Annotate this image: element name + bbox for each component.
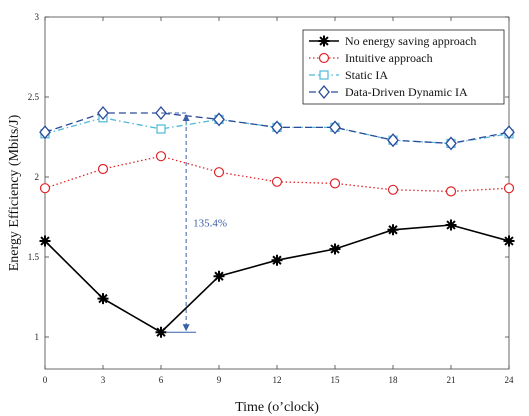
y-tick-label: 1: [35, 332, 40, 342]
data-point-star: [39, 235, 51, 247]
series-layer: [39, 105, 515, 338]
legend-item: No energy saving approach: [309, 34, 476, 48]
data-point-circle: [329, 178, 341, 189]
data-point-diamond: [329, 120, 341, 135]
data-point-diamond: [271, 120, 283, 135]
data-point-circle: [213, 167, 225, 178]
annotation-label: 135.4%: [193, 218, 227, 230]
x-tick-label: 6: [159, 375, 164, 385]
data-point-circle: [97, 163, 109, 175]
legend-swatch-marker: [318, 35, 330, 47]
legend-swatch-marker: [318, 84, 330, 100]
data-point-star: [445, 219, 457, 231]
data-point-square: [156, 124, 166, 134]
data-point-star: [271, 254, 283, 266]
data-point-star: [503, 235, 515, 247]
legend-swatch-marker: [318, 52, 330, 64]
data-point-diamond: [387, 133, 399, 148]
data-point-diamond: [445, 136, 457, 151]
x-tick-label: 18: [389, 375, 399, 385]
annotation-arrowhead-down: [182, 324, 190, 332]
legend-label: No energy saving approach: [345, 34, 476, 48]
data-point-circle: [271, 176, 283, 187]
series-diamond: [39, 105, 515, 151]
y-tick-label: 3: [35, 12, 40, 22]
data-point-circle: [39, 183, 51, 194]
data-point-circle: [445, 186, 457, 197]
x-tick-label: 15: [331, 375, 341, 385]
x-tick-label: 12: [273, 375, 282, 385]
y-axis-title: Energy Efficiency (Mbits/J): [7, 114, 22, 271]
series-line-circle: [44, 155, 510, 193]
y-tick-label: 2.5: [28, 92, 40, 102]
series-circle: [39, 151, 515, 197]
legend-item: Static IA: [309, 68, 388, 82]
data-point-diamond: [97, 105, 109, 121]
x-tick-label: 21: [447, 375, 456, 385]
series-line-square: [44, 117, 510, 145]
legend: No energy saving approach Intuitive appro…: [302, 29, 505, 105]
x-tick-label: 0: [43, 375, 48, 385]
x-tick-label: 24: [505, 375, 515, 385]
data-point-star: [213, 270, 225, 282]
data-point-star: [97, 293, 109, 305]
data-point-star: [329, 243, 341, 255]
series-star: [39, 219, 515, 338]
legend-item: Intuitive approach: [309, 51, 433, 65]
x-tick-label: 3: [101, 375, 106, 385]
x-axis-title: Time (o’clock): [235, 400, 319, 415]
data-point-diamond: [213, 112, 225, 127]
data-point-circle: [155, 151, 167, 162]
data-point-star: [387, 224, 399, 236]
legend-label: Static IA: [345, 68, 388, 82]
legend-label: Intuitive approach: [345, 51, 433, 65]
x-tick-label: 9: [217, 375, 222, 385]
data-point-circle: [387, 184, 399, 195]
y-tick-label: 1.5: [28, 252, 40, 262]
data-point-diamond: [503, 125, 515, 140]
legend-label: Data-Driven Dynamic IA: [345, 85, 468, 99]
axis-ticks: 0 3 6 9 12 15 18 21 24 1 1.5 2 2.5 3: [28, 12, 514, 385]
data-point-circle: [503, 183, 515, 194]
legend-swatch-marker: [319, 70, 329, 80]
data-point-star: [155, 326, 167, 338]
data-point-diamond: [39, 125, 51, 140]
legend-item: Data-Driven Dynamic IA: [309, 84, 468, 100]
annotation-layer: 135.4%: [161, 112, 227, 333]
annotation-arrowhead-up: [182, 114, 190, 121]
y-tick-label: 2: [35, 172, 40, 182]
